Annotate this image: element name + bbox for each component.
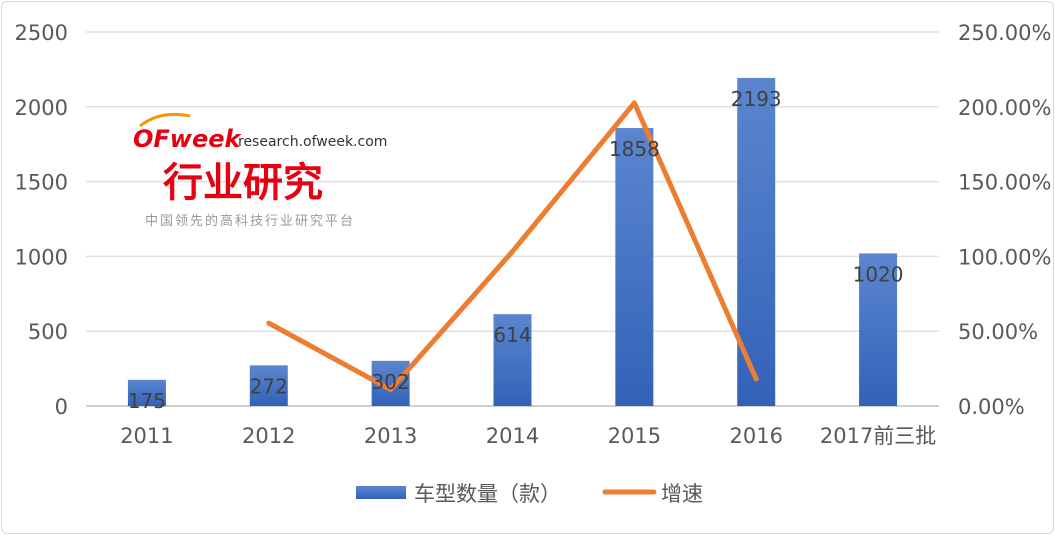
bar-data-label: 175 [128, 389, 166, 413]
y-left-tick-label: 1000 [15, 245, 68, 269]
watermark: OFweek research.ofweek.com 行业研究 中国领先的高科技… [133, 112, 387, 229]
legend-bar-swatch [356, 486, 406, 499]
watermark-title: 行业研究 [163, 160, 323, 206]
watermark-tagline: 中国领先的高科技行业研究平台 [145, 213, 355, 229]
y-left-tick-label: 0 [55, 395, 68, 419]
y-right-tick-label: 250.00% [958, 21, 1051, 45]
bar [493, 314, 532, 406]
bar-data-label: 2193 [731, 87, 782, 111]
watermark-swoosh [139, 112, 191, 128]
bar-data-label: 302 [372, 370, 410, 394]
x-tick-label: 2011 [120, 424, 173, 448]
y-right-tick-label: 150.00% [958, 171, 1051, 195]
legend-line-label: 增速 [661, 482, 703, 506]
y-right-tick-label: 200.00% [958, 96, 1051, 120]
bar-data-label: 272 [250, 374, 288, 398]
bar [737, 77, 776, 407]
y-left-tick-label: 1500 [15, 171, 68, 195]
legend-bar-label: 车型数量（款） [414, 482, 561, 506]
bar [249, 365, 288, 406]
bar [859, 253, 898, 406]
y-left-tick-label: 2000 [15, 96, 68, 120]
bar-data-label: 1020 [853, 262, 904, 286]
x-tick-label: 2014 [486, 424, 539, 448]
y-left-tick-label: 500 [28, 320, 68, 344]
legend: 车型数量（款） 增速 [356, 482, 703, 506]
y-right-tick-label: 50.00% [958, 320, 1038, 344]
watermark-url: research.ofweek.com [238, 134, 387, 150]
bar [127, 379, 166, 406]
x-tick-label: 2015 [608, 424, 661, 448]
watermark-brand: OFweek [133, 125, 243, 153]
y-left-tick-label: 2500 [15, 21, 68, 45]
x-tick-label: 2012 [242, 424, 295, 448]
x-tick-label: 2013 [364, 424, 417, 448]
y-right-tick-label: 0.00% [958, 395, 1025, 419]
y-right-tick-label: 100.00% [958, 245, 1051, 269]
bar-data-label: 614 [493, 323, 531, 347]
bar-data-label: 1858 [609, 137, 660, 161]
x-tick-label: 2016 [729, 424, 782, 448]
x-tick-label: 2017前三批 [820, 424, 936, 448]
bar [615, 128, 654, 406]
